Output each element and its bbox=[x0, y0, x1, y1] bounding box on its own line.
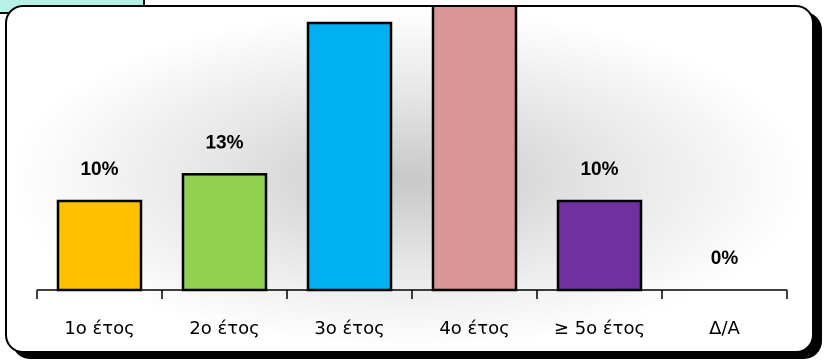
x-axis bbox=[36, 289, 788, 299]
bar-1 bbox=[56, 199, 143, 292]
bar-2 bbox=[181, 173, 268, 292]
x-tick-label: Δ/Α bbox=[709, 318, 740, 339]
bar-4 bbox=[431, 7, 518, 292]
x-tick-label: 2ο έτος bbox=[189, 318, 259, 339]
x-tick-label: 3ο έτος bbox=[314, 318, 384, 339]
x-tick-label: 1ο έτος bbox=[64, 318, 134, 339]
bars-layer bbox=[56, 7, 643, 292]
bar-5 bbox=[556, 199, 643, 292]
x-tick-labels-layer: 1ο έτος 2ο έτος 3ο έτος 4ο έτος ≥ 5ο έτος Δ/Α bbox=[64, 318, 740, 339]
value-labels-layer: 10%13%30%36%10%0% bbox=[80, 132, 739, 269]
data-label: 13% bbox=[205, 132, 243, 153]
x-tick-label: ≥ 5ο έτος bbox=[554, 318, 645, 339]
data-label: 10% bbox=[80, 159, 118, 180]
x-tick-label: 4ο έτος bbox=[439, 318, 509, 339]
bar-3 bbox=[306, 21, 393, 292]
data-label: 10% bbox=[580, 159, 618, 180]
data-label: 0% bbox=[711, 248, 739, 269]
